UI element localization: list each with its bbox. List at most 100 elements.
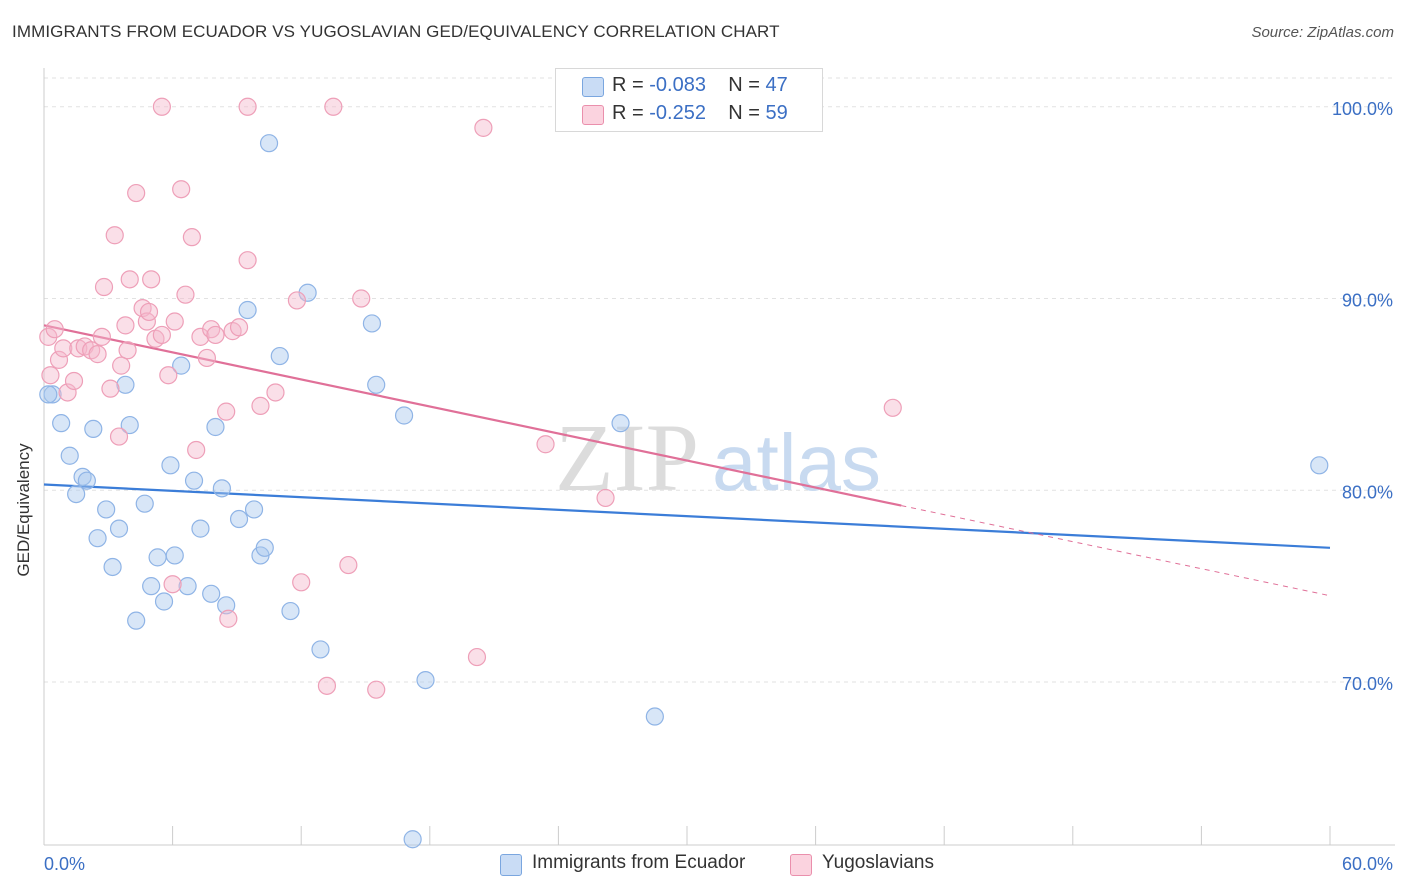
ecuador-point — [135, 494, 154, 513]
ecuador-point — [645, 707, 664, 726]
y-tick-label: 100.0% — [1332, 99, 1393, 119]
ecuador-point — [184, 471, 204, 490]
yugoslavian-point — [152, 325, 171, 345]
ecuador-trend-line — [43, 483, 1331, 549]
yugoslavian-point — [92, 327, 111, 346]
yugoslavian-point — [219, 609, 238, 628]
yugoslavian-point — [317, 676, 337, 695]
ecuador-point — [212, 479, 231, 498]
yugoslavian-point — [238, 251, 257, 270]
tick-label-layer: 70.0% 80.0% 90.0% 100.0% 0.0% 60.0% — [44, 99, 1393, 874]
yugoslavian-trend-extension — [901, 505, 1331, 597]
ecuador-point — [43, 385, 62, 404]
legend-r-label: R = — [612, 74, 644, 96]
legend-r-value: -0.252 — [649, 102, 706, 124]
yugoslavian-point — [217, 402, 236, 421]
yugoslavian-point — [41, 366, 60, 385]
yugoslavian-point — [101, 379, 120, 398]
y-tick-label: 80.0% — [1342, 482, 1393, 502]
yugoslavian-point — [118, 341, 137, 360]
ecuador-point — [116, 375, 135, 394]
ecuador-point — [127, 611, 146, 630]
ecuador-point — [217, 596, 236, 615]
ecuador-point — [161, 456, 180, 475]
yugoslavian-point — [324, 97, 343, 116]
yugoslavian-point — [142, 270, 161, 289]
ecuador-point — [238, 300, 257, 320]
axis-layer — [43, 68, 1395, 846]
yugoslavian-point — [127, 183, 146, 203]
legend-swatch-yugoslavians — [582, 105, 604, 125]
yugoslavian-point — [152, 97, 171, 116]
yugoslavian-point — [163, 575, 182, 594]
ecuador-point — [103, 557, 122, 577]
legend-swatch-ecuador — [582, 77, 604, 97]
ecuador-point — [120, 415, 139, 435]
yugoslavian-point — [112, 356, 131, 375]
legend-r-value: -0.083 — [649, 74, 706, 96]
trend-layer — [43, 324, 1331, 597]
yugoslavian-point — [88, 345, 107, 364]
bottom-legend-swatch-ecuador — [500, 854, 522, 876]
yugoslavian-point — [266, 383, 285, 402]
yugoslavian-point — [467, 647, 487, 667]
yugoslavian-point — [165, 312, 184, 331]
yugoslavian-point — [116, 316, 135, 335]
ecuador-point — [206, 417, 225, 437]
ecuador-point — [88, 529, 107, 548]
y-axis-label-box: GED/Equivalency — [4, 420, 44, 600]
x-tick-label-max: 60.0% — [1342, 854, 1393, 874]
ecuador-point — [148, 548, 167, 567]
ecuador-point — [178, 577, 197, 596]
ecuador-point — [191, 519, 210, 538]
yugoslavian-point — [339, 555, 358, 575]
yugoslavian-point — [187, 440, 206, 460]
yugoslavian-point — [229, 318, 249, 337]
ecuador-point — [165, 546, 184, 565]
yugoslavian-point — [64, 371, 84, 391]
yugoslavian-point — [109, 427, 129, 446]
bottom-legend-label-ecuador: Immigrants from Ecuador — [532, 852, 746, 873]
yugoslavian-point — [94, 277, 114, 297]
ecuador-point — [109, 519, 129, 538]
yugoslavian-point — [54, 339, 73, 358]
yugoslavian-point — [251, 396, 270, 415]
yugoslavian-point — [139, 302, 159, 322]
ecuador-point — [362, 314, 382, 333]
source-label: Source: ZipAtlas.com — [1251, 24, 1394, 41]
ecuador-point — [67, 484, 86, 504]
points-layer — [39, 97, 1329, 849]
legend-n-value: 47 — [765, 74, 788, 96]
watermark-atlas: atlas — [712, 418, 881, 507]
y-axis-label: GED/Equivalency — [14, 443, 33, 577]
yugoslavian-point — [197, 348, 216, 368]
ecuador-point — [77, 471, 96, 490]
ecuador-point — [416, 670, 435, 690]
ecuador-point — [1310, 456, 1329, 475]
ecuador-point — [367, 375, 386, 394]
yugoslavian-point — [292, 573, 311, 592]
chart-title: IMMIGRANTS FROM ECUADOR VS YUGOSLAVIAN G… — [12, 22, 780, 41]
yugoslavian-point — [238, 97, 257, 116]
yugoslavian-point — [206, 325, 225, 345]
legend-r-label: R = — [612, 102, 644, 124]
yugoslavian-point — [105, 226, 124, 245]
ecuador-point — [311, 640, 330, 659]
legend-box: R = -0.083 N = 47 R = -0.252 N = 59 — [555, 68, 823, 132]
ecuador-point — [52, 414, 71, 433]
yugoslavian-trend-line — [43, 324, 902, 507]
ecuador-point — [259, 134, 279, 153]
yugoslavian-point — [352, 289, 371, 308]
yugoslavian-point — [182, 228, 201, 247]
grid-layer — [44, 77, 1395, 683]
yugoslavian-point — [176, 285, 195, 304]
ecuador-point — [244, 500, 264, 519]
y-tick-label: 70.0% — [1342, 674, 1393, 694]
yugoslavian-point — [883, 398, 902, 417]
yugoslavian-point — [474, 118, 493, 137]
yugoslavian-point — [367, 680, 386, 699]
ecuador-point — [255, 538, 274, 557]
ecuador-point — [229, 509, 249, 529]
ecuador-point — [394, 406, 414, 425]
bottom-legend-label-yugoslavians: Yugoslavians — [822, 852, 934, 873]
